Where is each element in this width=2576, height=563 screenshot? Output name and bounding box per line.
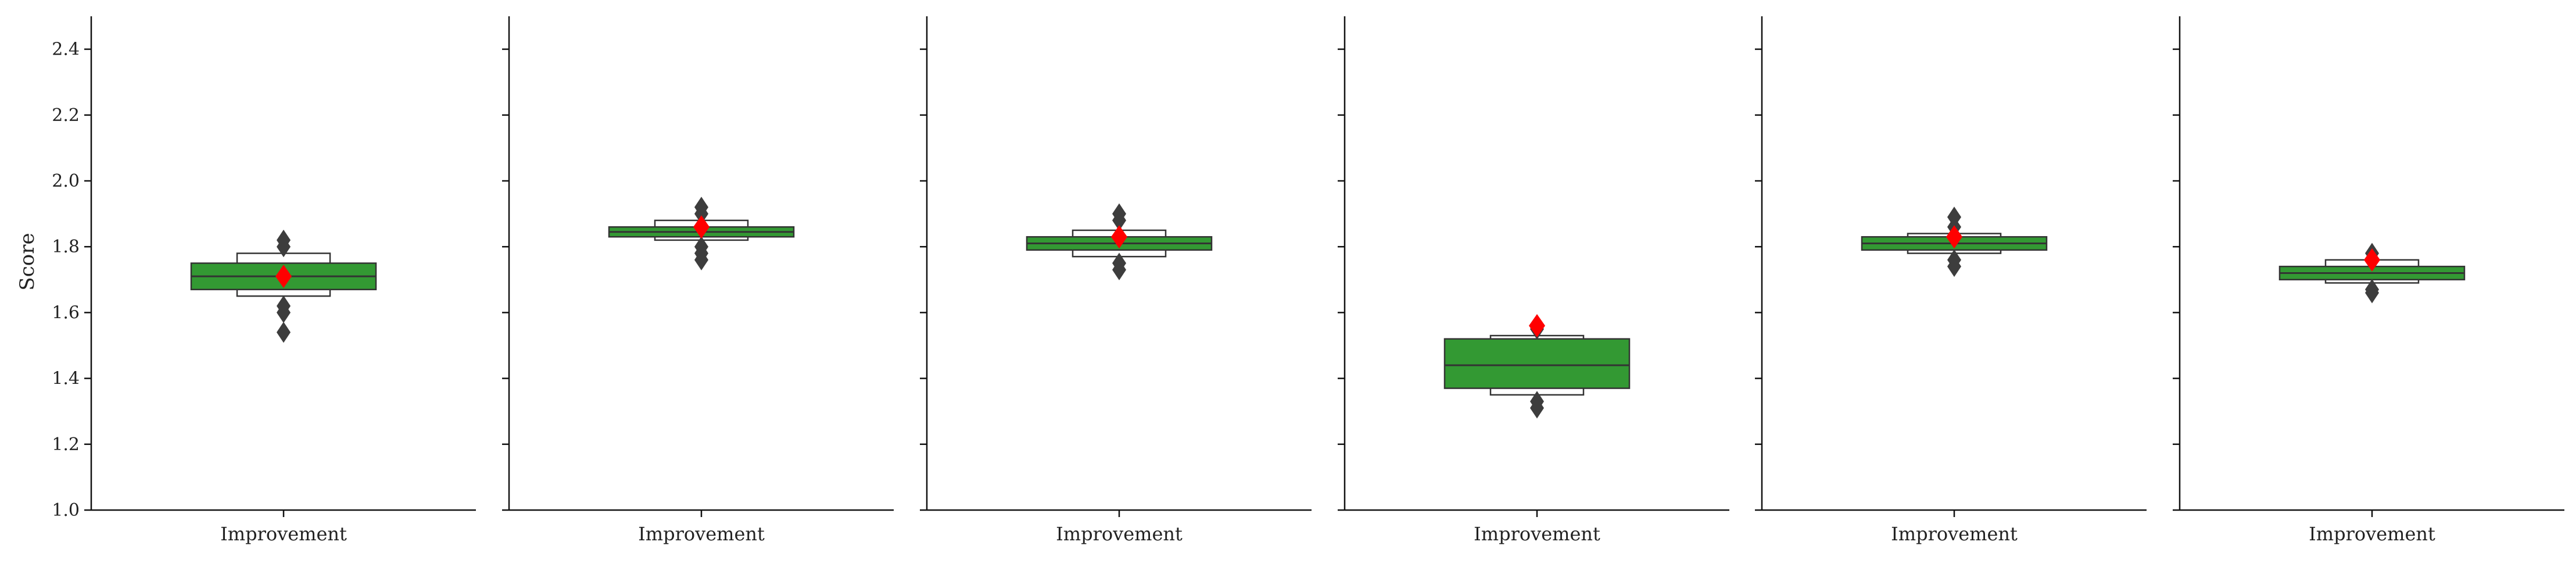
panel-6-mean-marker xyxy=(2364,248,2380,272)
y-axis-title: Score xyxy=(16,233,39,290)
panel-3-mean-marker xyxy=(1111,225,1127,249)
y-tick-label: 2.4 xyxy=(52,40,80,60)
panel-2-x-tick-label: Improvement xyxy=(638,523,765,545)
panel-5-outlier-point xyxy=(1947,256,1961,277)
panel-2-outlier-point xyxy=(694,203,708,225)
panel-6-outlier-point xyxy=(2365,282,2379,304)
panel-2-outlier-point xyxy=(694,249,708,270)
panel-4-mean-marker xyxy=(1529,314,1545,338)
y-tick-label: 2.0 xyxy=(52,171,80,191)
panel-1-outlier-point xyxy=(277,302,291,323)
y-tick-label: 1.6 xyxy=(52,302,80,323)
panel-1-x-tick-label: Improvement xyxy=(220,523,347,545)
panel-4-outlier-point xyxy=(1530,397,1544,419)
panel-3-x-tick-label: Improvement xyxy=(1056,523,1183,545)
panel-3-outlier-point xyxy=(1112,209,1126,231)
panel-1-outlier-point xyxy=(277,322,291,343)
y-tick-label: 1.8 xyxy=(52,237,80,257)
panel-5-x-tick-label: Improvement xyxy=(1891,523,2018,545)
panel-5-mean-marker xyxy=(1946,225,1962,249)
y-tick-label: 2.2 xyxy=(52,105,80,126)
panel-1-mean-marker xyxy=(275,265,292,288)
y-tick-label: 1.4 xyxy=(52,369,80,389)
panel-1-outlier-point xyxy=(277,236,291,258)
panel-4-box xyxy=(1443,338,1631,389)
y-tick-label: 1.2 xyxy=(52,434,80,455)
panel-4-x-tick-label: Improvement xyxy=(1474,523,1600,545)
y-tick-label: 1.0 xyxy=(52,500,80,521)
panel-6-x-tick-label: Improvement xyxy=(2309,523,2435,545)
panel-2-mean-marker xyxy=(693,215,710,239)
panel-3-outlier-point xyxy=(1112,259,1126,280)
